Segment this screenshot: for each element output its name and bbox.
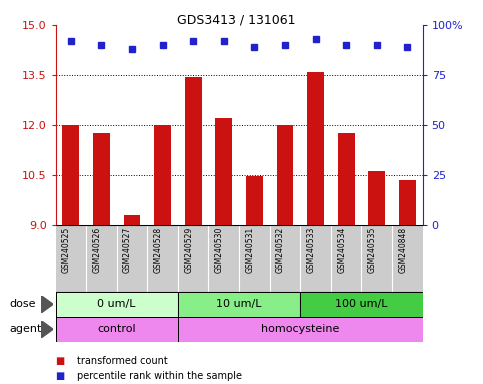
- Bar: [178, 317, 423, 342]
- Bar: [178, 292, 300, 317]
- Text: 10 um/L: 10 um/L: [216, 299, 262, 310]
- Text: ■: ■: [56, 371, 65, 381]
- Text: GSM240525: GSM240525: [62, 227, 71, 273]
- Text: GSM240526: GSM240526: [92, 227, 101, 273]
- Text: GSM240535: GSM240535: [368, 227, 377, 273]
- Bar: [93, 133, 110, 225]
- Text: dose: dose: [10, 299, 36, 310]
- Text: GSM240528: GSM240528: [154, 227, 163, 273]
- Bar: [300, 292, 423, 317]
- Bar: [246, 176, 263, 225]
- Text: GSM240532: GSM240532: [276, 227, 285, 273]
- Text: control: control: [98, 324, 136, 334]
- Bar: [185, 76, 201, 225]
- Bar: [56, 292, 178, 317]
- Text: GSM240529: GSM240529: [184, 227, 193, 273]
- Bar: [307, 71, 324, 225]
- Text: GSM240848: GSM240848: [398, 227, 407, 273]
- Bar: [277, 125, 293, 225]
- Text: 100 um/L: 100 um/L: [335, 299, 388, 310]
- Bar: [124, 215, 141, 225]
- Text: transformed count: transformed count: [77, 356, 168, 366]
- Text: GDS3413 / 131061: GDS3413 / 131061: [177, 13, 296, 26]
- Text: percentile rank within the sample: percentile rank within the sample: [77, 371, 242, 381]
- Text: GSM240531: GSM240531: [245, 227, 255, 273]
- Text: GSM240527: GSM240527: [123, 227, 132, 273]
- Bar: [399, 180, 416, 225]
- Bar: [62, 125, 79, 225]
- Polygon shape: [41, 321, 53, 338]
- Bar: [154, 125, 171, 225]
- Text: ■: ■: [56, 356, 65, 366]
- Text: GSM240530: GSM240530: [215, 227, 224, 273]
- Polygon shape: [41, 296, 53, 313]
- Bar: [369, 171, 385, 225]
- Bar: [56, 317, 178, 342]
- Text: GSM240533: GSM240533: [307, 227, 315, 273]
- Bar: [338, 133, 355, 225]
- Text: agent: agent: [10, 324, 42, 334]
- Text: 0 um/L: 0 um/L: [98, 299, 136, 310]
- Bar: [215, 118, 232, 225]
- Text: homocysteine: homocysteine: [261, 324, 340, 334]
- Text: GSM240534: GSM240534: [337, 227, 346, 273]
